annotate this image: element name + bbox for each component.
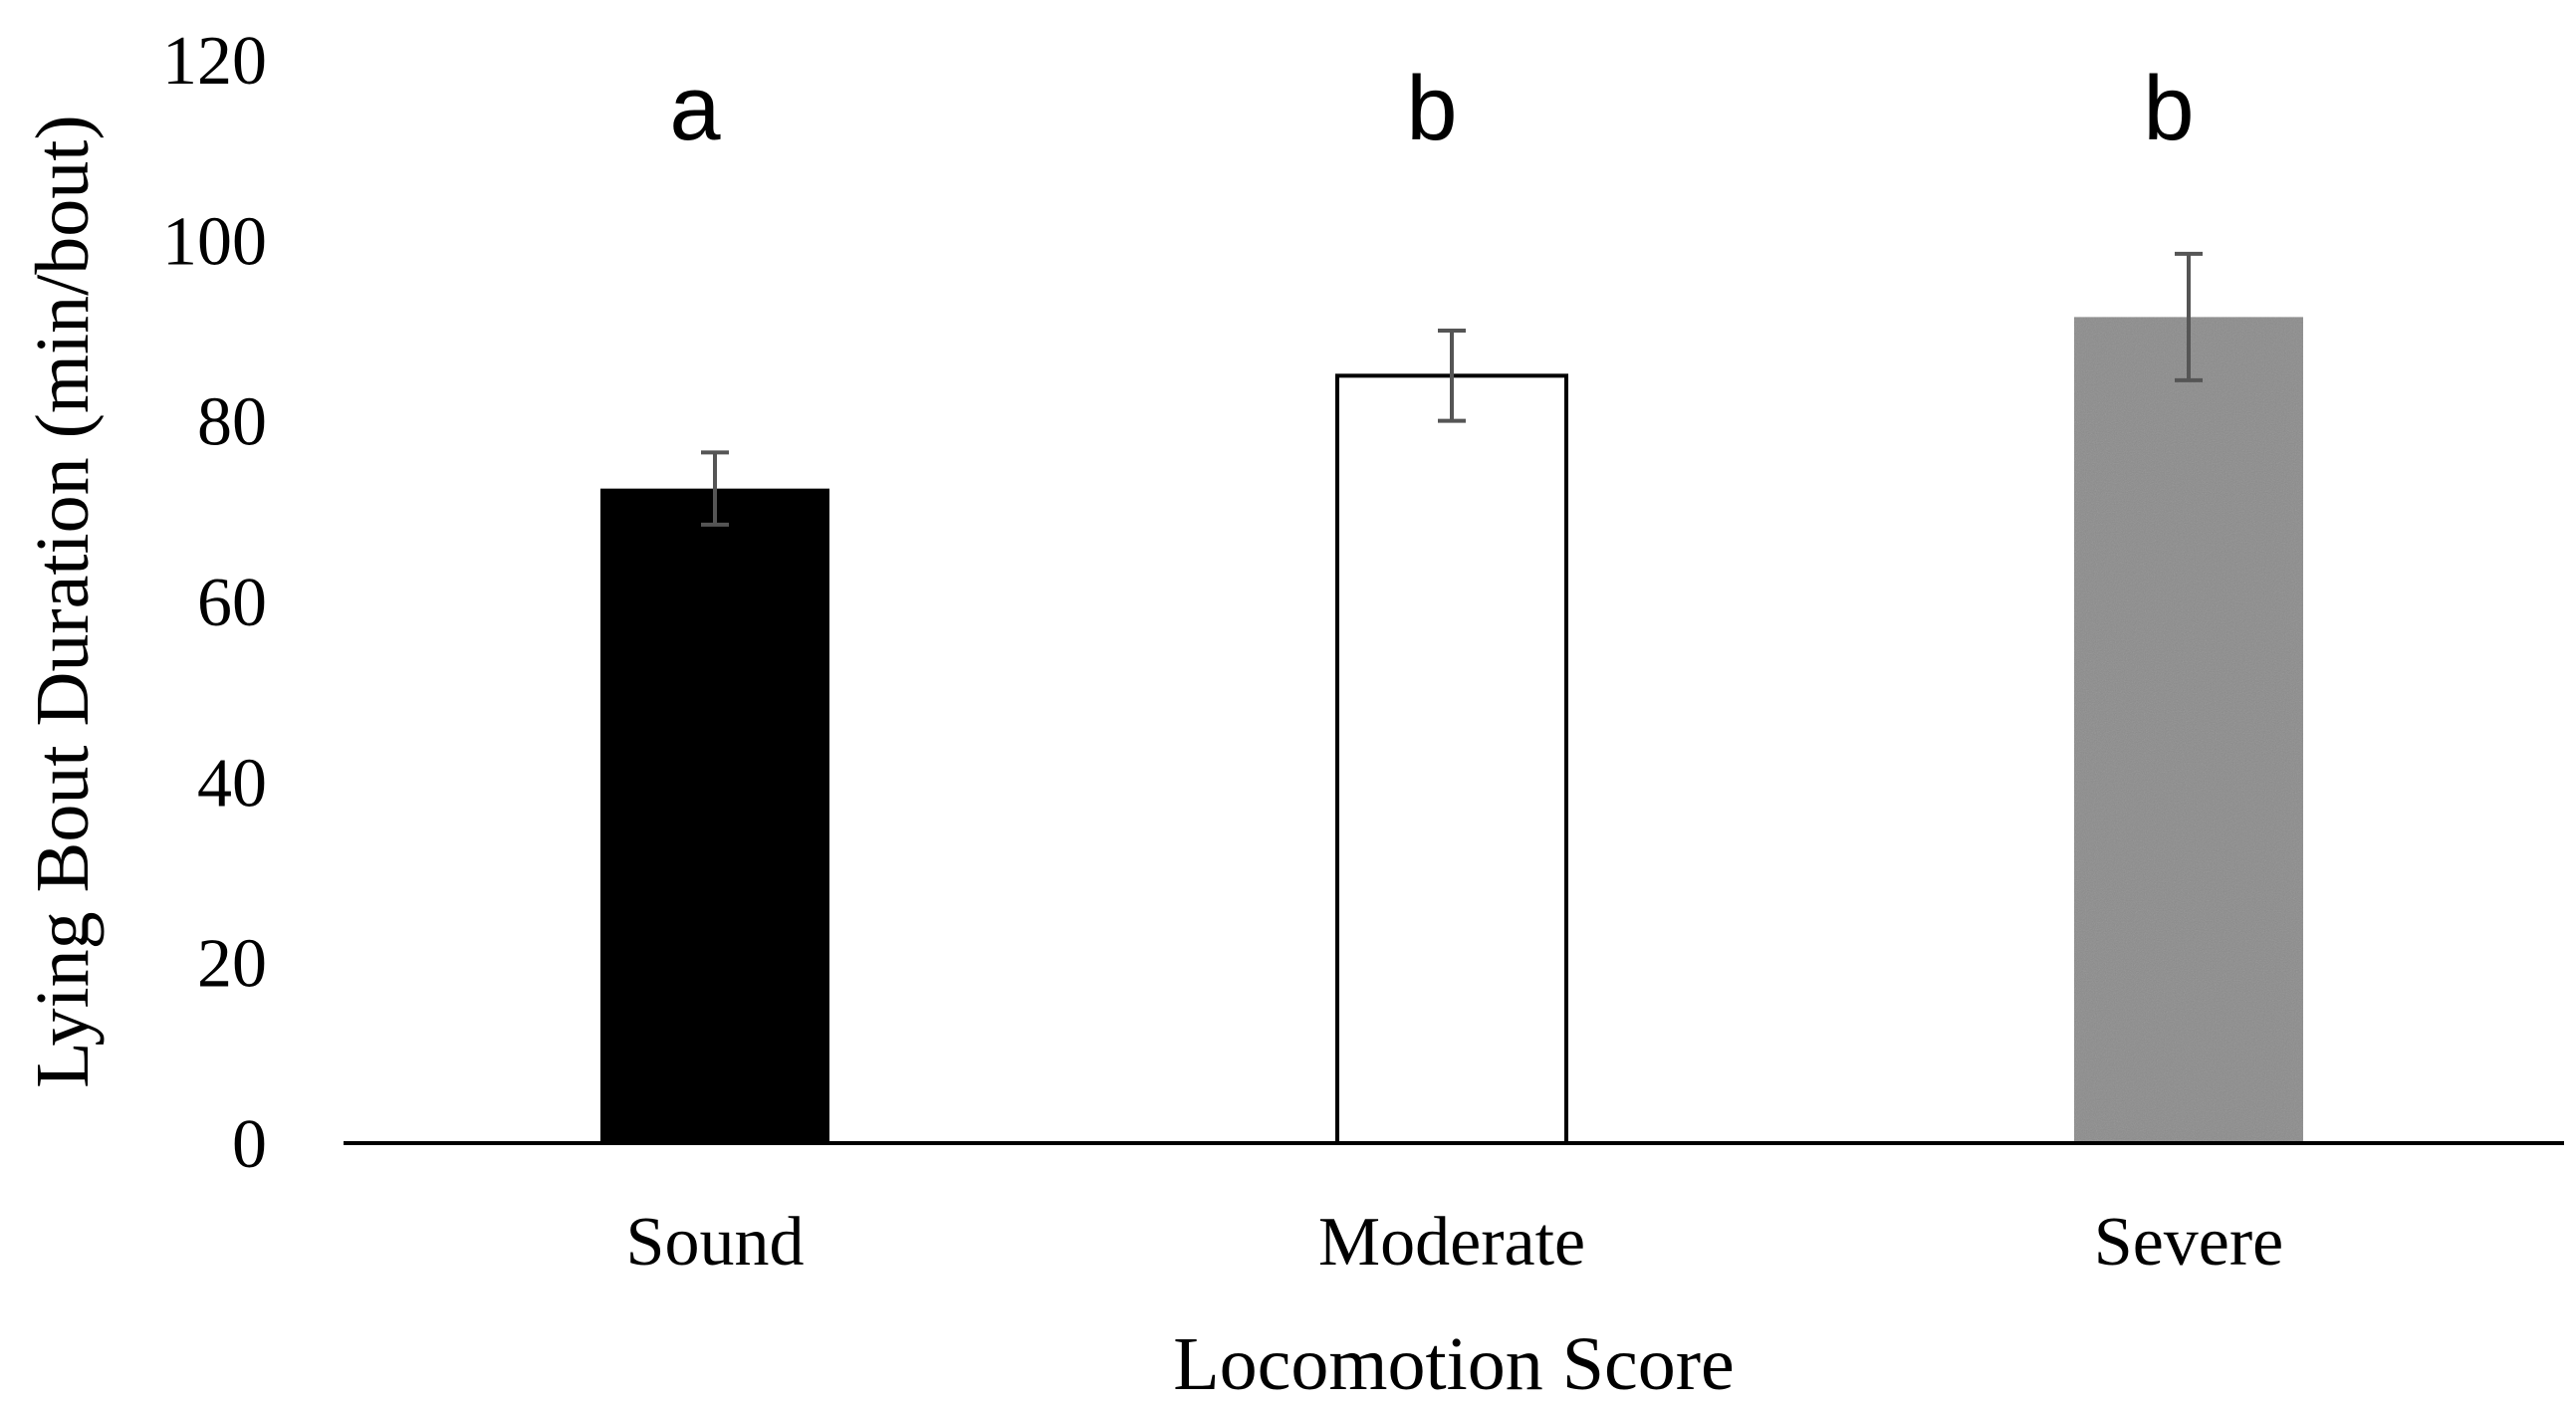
bar-severe [2074, 317, 2303, 1143]
x-tick-label-sound: Sound [626, 1204, 805, 1281]
y-axis-title: Lying Bout Duration (min/bout) [21, 115, 105, 1087]
x-axis-tick-labels: Sound Moderate Severe [626, 1204, 2284, 1281]
x-tick-label-moderate: Moderate [1318, 1204, 1585, 1281]
error-bar-moderate [1438, 329, 1466, 423]
x-axis-title: Locomotion Score [1173, 1322, 1735, 1406]
y-tick-label: 60 [197, 565, 267, 641]
significance-letter: b [1406, 58, 1457, 159]
y-tick-label: 0 [232, 1106, 267, 1183]
bar-moderate [1335, 373, 1568, 1146]
y-tick-label: 40 [197, 745, 267, 821]
error-bar-sound [701, 450, 729, 527]
x-tick-label-severe: Severe [2094, 1204, 2283, 1281]
y-tick-label: 100 [162, 203, 267, 280]
significance-letter: b [2143, 58, 2194, 159]
bar-sound [600, 488, 829, 1144]
error-bar-severe [2175, 251, 2203, 382]
y-tick-label: 20 [197, 926, 267, 1003]
y-tick-label: 80 [197, 384, 267, 461]
significance-letter: a [669, 58, 721, 159]
bars [600, 251, 2303, 1146]
y-tick-label: 120 [162, 23, 267, 100]
y-axis-tick-labels: 0 20 40 60 80 100 120 [162, 23, 267, 1183]
